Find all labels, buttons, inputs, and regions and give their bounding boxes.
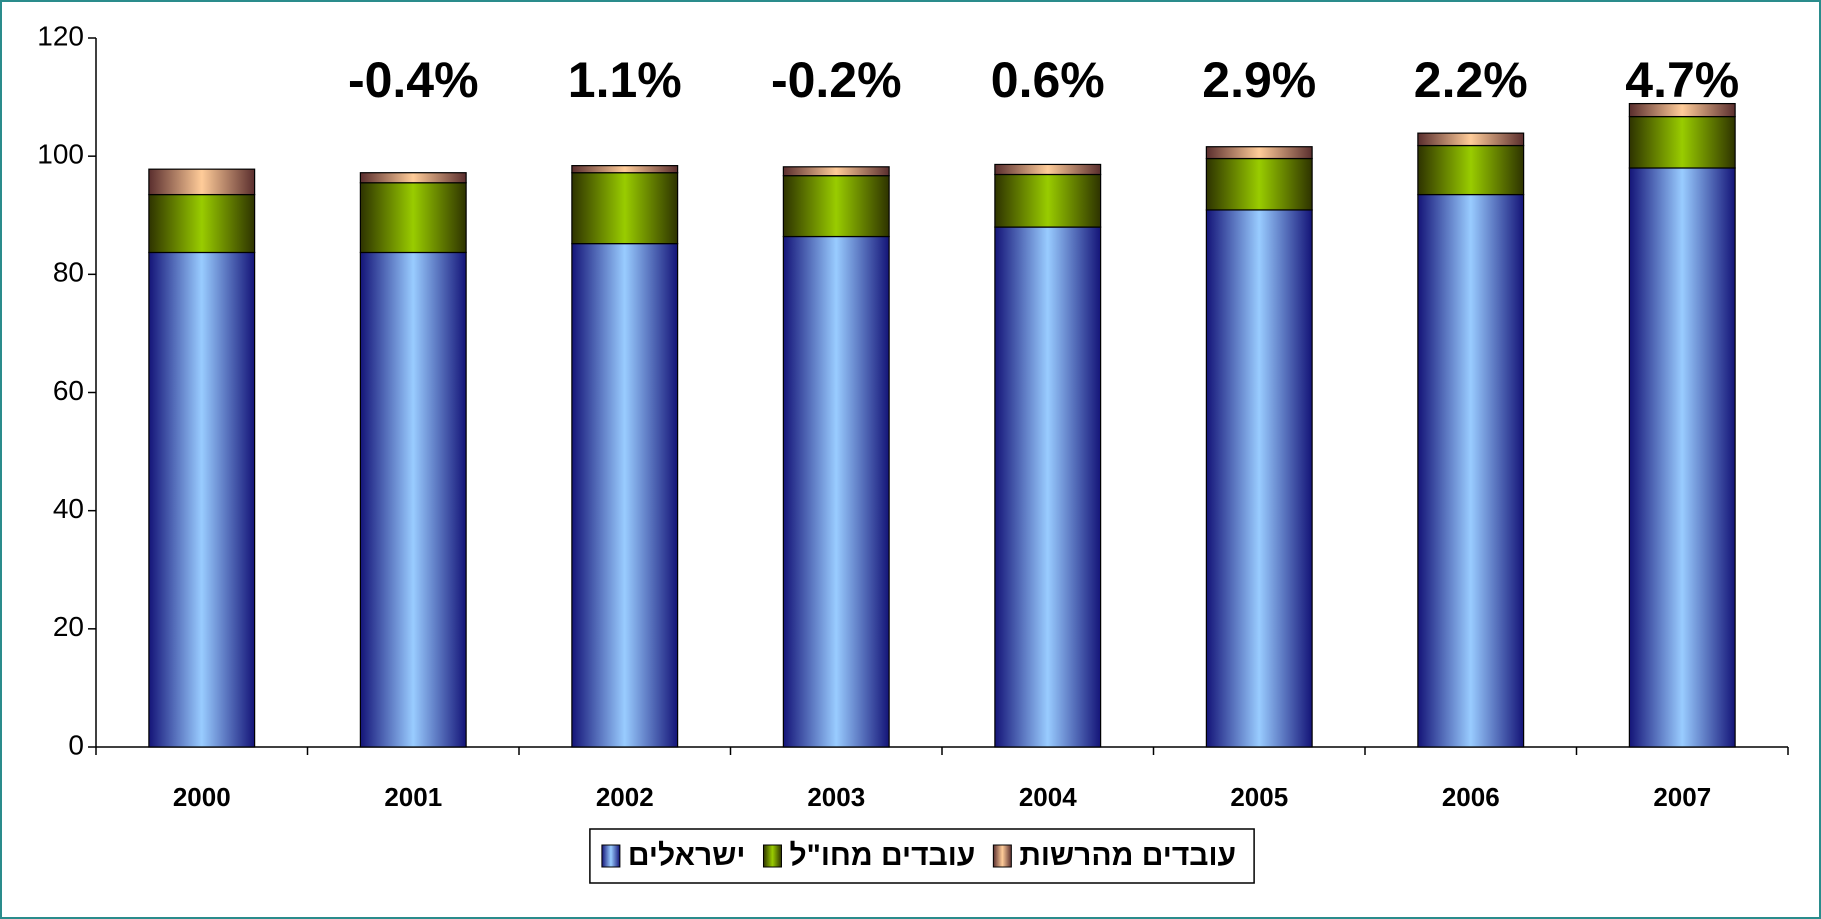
bar-segment [1417, 132, 1525, 147]
y-tick-label: 0 [68, 729, 84, 760]
bar-segment [1628, 167, 1736, 748]
x-tick-label: 2001 [384, 782, 442, 812]
bar-segment [148, 193, 256, 254]
bar-segment [994, 163, 1102, 176]
bar-segment [359, 251, 467, 748]
bar-segment [359, 182, 467, 254]
bar-segment [1628, 102, 1736, 118]
legend-label: ישראלים [628, 839, 746, 872]
bar-segment [1417, 193, 1525, 748]
x-tick-label: 2005 [1230, 782, 1288, 812]
legend-swatch [601, 844, 621, 868]
bar-segment [1205, 157, 1313, 211]
bar-segment [359, 172, 467, 184]
growth-label: 0.6% [991, 52, 1105, 108]
x-tick-label: 2007 [1653, 782, 1711, 812]
bar-segment [1205, 146, 1313, 160]
bar-segment [1205, 209, 1313, 748]
growth-label: -0.2% [771, 52, 902, 108]
bar-segment [571, 172, 679, 245]
bar-segment [571, 243, 679, 748]
bar-segment [782, 166, 890, 177]
legend-label: עובדים מהרשות [1019, 839, 1236, 872]
y-tick-label: 20 [53, 611, 84, 642]
bar-segment [571, 165, 679, 174]
bar-segment [148, 251, 256, 748]
bar-segment [782, 175, 890, 238]
y-tick-label: 100 [37, 139, 84, 170]
bar-segment [148, 168, 256, 196]
x-tick-label: 2002 [596, 782, 654, 812]
growth-label: 1.1% [568, 52, 682, 108]
growth-label: 2.9% [1202, 52, 1316, 108]
bar-segment [994, 173, 1102, 228]
legend-swatch [762, 844, 782, 868]
legend-swatch [992, 844, 1012, 868]
growth-label: -0.4% [348, 52, 479, 108]
y-tick-label: 120 [37, 20, 84, 51]
legend-label: עובדים מחו"ל [789, 839, 975, 872]
y-tick-label: 40 [53, 493, 84, 524]
bar-segment [994, 226, 1102, 748]
x-tick-label: 2004 [1019, 782, 1077, 812]
x-tick-label: 2006 [1442, 782, 1500, 812]
bar-segment [1417, 144, 1525, 196]
bar-segment [1628, 115, 1736, 169]
x-tick-label: 2003 [807, 782, 865, 812]
legend: ישראלים עובדים מחו"ל עובדים מהרשות [589, 828, 1255, 884]
legend-box [589, 828, 1255, 884]
y-tick-label: 60 [53, 375, 84, 406]
growth-label: 4.7% [1625, 52, 1739, 108]
growth-label: 2.2% [1414, 52, 1528, 108]
y-tick-label: 80 [53, 257, 84, 288]
bar-segment [782, 235, 890, 748]
x-tick-label: 2000 [173, 782, 231, 812]
